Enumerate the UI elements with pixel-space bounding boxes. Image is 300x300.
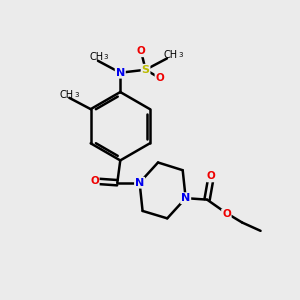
Text: O: O <box>222 209 231 220</box>
Text: O: O <box>90 176 99 186</box>
Text: N: N <box>181 193 190 203</box>
Text: N: N <box>116 68 125 78</box>
Text: 3: 3 <box>103 54 108 60</box>
Text: CH: CH <box>164 50 178 60</box>
Text: CH: CH <box>89 52 103 62</box>
Text: O: O <box>137 46 146 56</box>
Text: O: O <box>155 73 164 83</box>
Text: 3: 3 <box>75 92 79 98</box>
Text: 3: 3 <box>178 52 183 58</box>
Text: N: N <box>135 178 144 188</box>
Text: S: S <box>142 65 149 75</box>
Text: O: O <box>207 172 216 182</box>
Text: CH: CH <box>60 90 74 100</box>
